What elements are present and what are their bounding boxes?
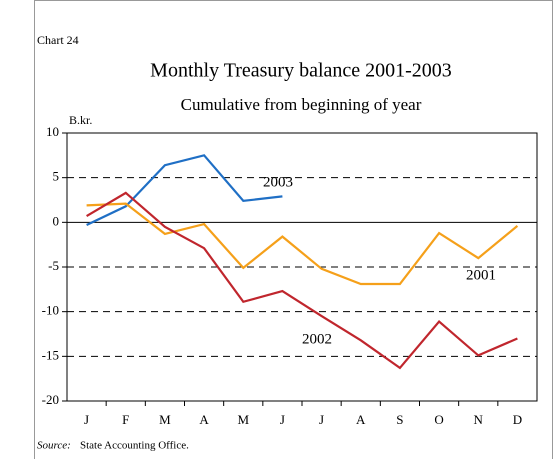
x-tick-label: A — [199, 412, 209, 427]
source: State Accounting Office. — [80, 440, 189, 452]
y-tick-label: -20 — [42, 392, 59, 407]
source-label: Source: — [37, 440, 71, 452]
x-tick-label: F — [122, 412, 129, 427]
series-line — [86, 154, 283, 226]
x-tick-label: D — [513, 412, 522, 427]
series-label: 2002 — [302, 331, 332, 347]
x-tick-label: S — [396, 412, 403, 427]
series-line — [86, 202, 519, 286]
x-tick-label: A — [356, 412, 366, 427]
x-tick-label: J — [319, 412, 324, 427]
y-tick-label: 0 — [53, 213, 60, 228]
x-tick-label: M — [237, 412, 249, 427]
series-line — [86, 191, 518, 370]
x-tick-label: J — [84, 412, 89, 427]
y-unit: B.kr. — [69, 113, 92, 127]
chart-title: Monthly Treasury balance 2001-2003 — [150, 60, 452, 82]
x-tick-label: J — [280, 412, 285, 427]
x-tick-label: N — [474, 412, 484, 427]
y-tick-label: 5 — [53, 169, 60, 184]
chart-subtitle: Cumulative from beginning of year — [181, 95, 422, 114]
x-tick-label: O — [434, 412, 443, 427]
series-label: 2001 — [466, 267, 496, 283]
chart-label: Chart 24 — [37, 33, 79, 47]
series-label: 2003 — [263, 174, 293, 190]
y-tick-label: -15 — [42, 347, 59, 362]
y-tick-label: -5 — [48, 258, 59, 273]
x-tick-label: M — [159, 412, 171, 427]
y-tick-label: 10 — [46, 124, 59, 139]
y-tick-label: -10 — [42, 303, 59, 318]
